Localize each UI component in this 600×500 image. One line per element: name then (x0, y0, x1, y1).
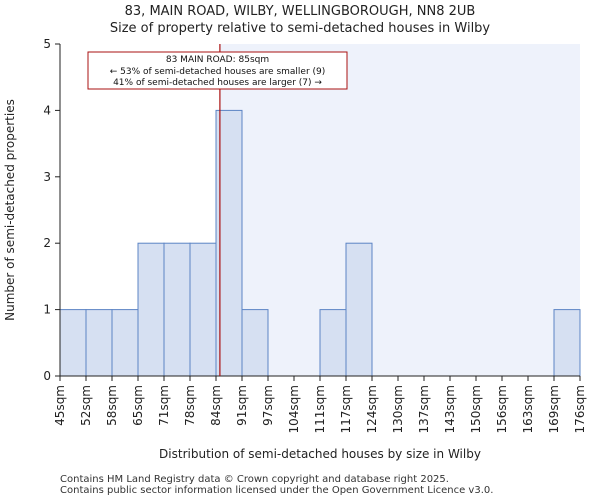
chart-title: 83, MAIN ROAD, WILBY, WELLINGBOROUGH, NN… (124, 4, 476, 19)
x-tick-label: 45sqm (53, 385, 67, 426)
x-tick-label: 169sqm (547, 385, 561, 433)
x-tick-label: 52sqm (79, 385, 93, 426)
y-axis-title: Number of semi-detached properties (3, 99, 17, 321)
annotation-box (87, 51, 348, 90)
histogram-bar (163, 242, 191, 377)
histogram-bar (553, 309, 581, 377)
y-tick-label: 0 (43, 369, 51, 383)
histogram-bar (189, 242, 217, 377)
annotation-text-1: 83 MAIN ROAD: 85sqm (166, 55, 269, 65)
chart-subtitle: Size of property relative to semi-detach… (109, 21, 491, 36)
x-tick-label: 91sqm (235, 385, 249, 426)
histogram-bar (241, 309, 269, 377)
x-tick-label: 117sqm (339, 385, 353, 433)
histogram-chart: 0 1 2 3 4 5 45sqm 52sqm 58sqm 65sqm 71sqm 78sqm 84sq… (3, 37, 587, 461)
y-tick-label: 5 (43, 37, 51, 51)
y-tick-label: 3 (43, 170, 51, 184)
histogram-bar (137, 242, 165, 377)
histogram-bar (345, 242, 373, 377)
x-tick-label: 97sqm (261, 385, 275, 426)
footer-copyright: Contains HM Land Registry data © Crown c… (60, 474, 449, 485)
y-tick-label: 1 (43, 303, 51, 317)
x-tick-label: 150sqm (469, 385, 483, 433)
x-tick-label: 130sqm (391, 385, 405, 433)
x-tick-label: 71sqm (157, 385, 171, 426)
histogram-bar (319, 309, 347, 377)
x-axis-title: Distribution of semi-detached houses by … (159, 447, 481, 461)
x-tick-label: 58sqm (105, 385, 119, 426)
x-tick-label: 163sqm (521, 385, 535, 433)
larger-region-shade (219, 44, 580, 376)
x-tick-label: 124sqm (365, 385, 379, 433)
x-tick-label: 176sqm (573, 385, 587, 433)
histogram-bar (59, 309, 87, 377)
x-tick-label: 78sqm (183, 385, 197, 426)
y-tick-label: 4 (43, 103, 51, 117)
histogram-bar (85, 309, 113, 377)
annotation-text-3: 41% of semi-detached houses are larger (… (113, 78, 322, 88)
histogram-bar (111, 309, 139, 377)
footer-licence: Contains public sector information licen… (60, 485, 494, 496)
x-tick-label: 156sqm (495, 385, 509, 433)
x-tick-label: 137sqm (417, 385, 431, 433)
x-tick-label: 84sqm (209, 385, 223, 426)
annotation-text-2: ← 53% of semi-detached houses are smalle… (110, 67, 326, 77)
x-tick-label: 104sqm (287, 385, 301, 433)
x-tick-label: 143sqm (443, 385, 457, 433)
y-tick-label: 2 (43, 236, 51, 250)
x-tick-label: 65sqm (131, 385, 145, 426)
x-tick-label: 111sqm (313, 385, 327, 433)
